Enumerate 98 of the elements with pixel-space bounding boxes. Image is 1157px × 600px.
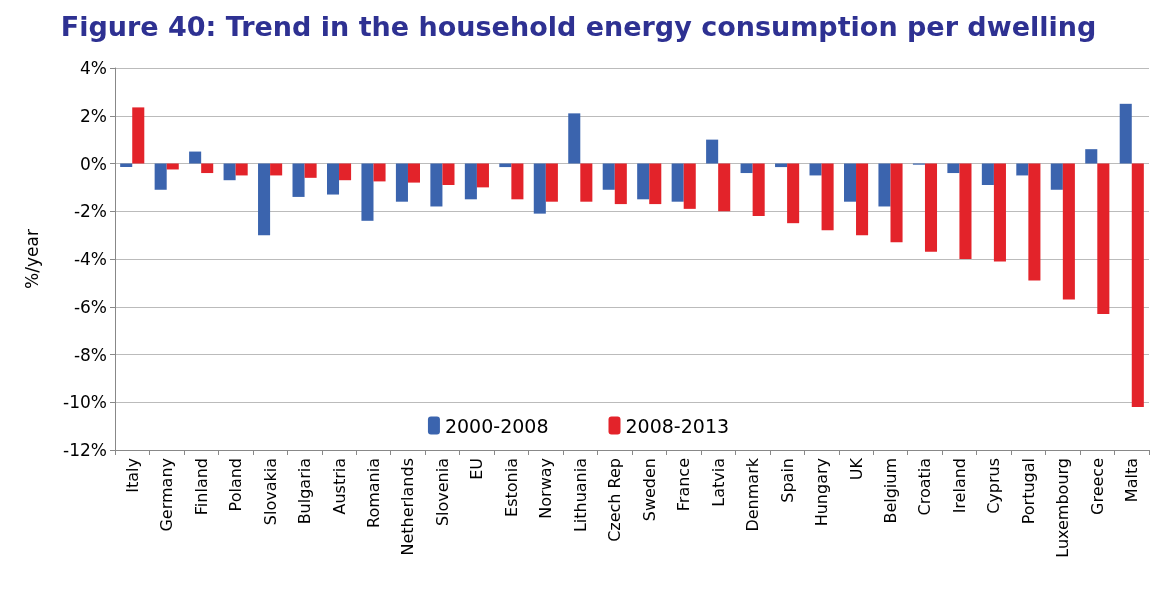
bar — [602, 163, 615, 190]
x-tick-label: Malta — [1122, 458, 1142, 503]
bar — [752, 163, 765, 217]
y-tick-label: 0% — [80, 153, 107, 174]
x-tick-label: Sweden — [639, 458, 659, 522]
x-tick-label: Romania — [364, 458, 383, 528]
x-tick-label: Poland — [226, 458, 246, 512]
bar — [270, 163, 283, 176]
bar — [292, 163, 305, 197]
bar — [132, 107, 145, 164]
bar — [361, 163, 374, 221]
x-tick-label: Czech Rep — [605, 458, 625, 542]
bar — [947, 163, 960, 174]
bar — [1028, 163, 1041, 281]
x-tick-label: Greece — [1087, 458, 1107, 515]
bar — [1016, 163, 1029, 176]
bar — [395, 163, 408, 202]
bar — [533, 163, 546, 214]
x-tick-label: Denmark — [743, 457, 763, 532]
y-tick-label: 4% — [80, 58, 107, 78]
bar — [993, 163, 1006, 262]
x-tick-label: Hungary — [812, 458, 832, 527]
bar — [1131, 163, 1144, 408]
bar — [326, 163, 340, 195]
x-tick-label: Croatia — [915, 458, 935, 516]
x-tick-label: Latvia — [708, 458, 728, 507]
y-tick-label: -2% — [73, 201, 107, 222]
x-tick-label: Portugal — [1018, 458, 1038, 525]
bar — [1050, 163, 1063, 190]
bar — [580, 163, 593, 202]
bar — [856, 163, 869, 236]
bar — [981, 163, 994, 185]
legend-label: 2008-2013 — [625, 414, 730, 437]
bar — [614, 163, 627, 205]
y-tick-label: -6% — [73, 296, 107, 317]
bar — [511, 163, 524, 200]
x-tick-label: Italy — [122, 458, 142, 493]
x-tick-label: Germany — [157, 458, 177, 532]
bar — [201, 163, 214, 174]
bar — [407, 163, 421, 183]
x-tick-label: Austria — [329, 458, 349, 515]
y-tick-label: -12% — [63, 440, 107, 460]
bar — [683, 163, 696, 209]
bar — [430, 163, 443, 207]
bar — [890, 163, 903, 243]
bar — [1085, 149, 1098, 164]
y-tick-label: -8% — [73, 344, 107, 365]
bar — [545, 163, 558, 202]
y-tick-label: 2% — [80, 105, 107, 126]
bar — [1062, 163, 1075, 300]
bar — [235, 163, 248, 176]
x-tick-label: Estonia — [501, 458, 521, 517]
bar — [258, 163, 271, 236]
bar — [154, 163, 167, 190]
bar — [476, 163, 489, 188]
x-tick-label: Spain — [777, 458, 797, 503]
bar — [649, 163, 662, 205]
bar — [442, 163, 455, 185]
bar — [637, 163, 650, 200]
bar — [464, 163, 477, 200]
x-tick-label: Netherlands — [398, 458, 418, 556]
bar — [821, 163, 834, 231]
bar — [1097, 163, 1110, 314]
x-tick-label: Norway — [536, 458, 556, 519]
legend-label: 2000-2008 — [444, 414, 549, 437]
y-axis-title: %/year — [21, 229, 42, 289]
bar — [787, 163, 800, 224]
y-tick-label: -10% — [63, 392, 107, 413]
x-tick-label: Slovakia — [260, 458, 280, 526]
bar — [223, 163, 236, 181]
bar — [304, 163, 317, 178]
bar — [843, 163, 857, 202]
y-tick-label: -4% — [73, 249, 107, 269]
bar — [339, 163, 352, 181]
bar — [809, 163, 822, 176]
x-tick-label: Ireland — [949, 458, 969, 514]
x-tick-label: Cyprus — [984, 458, 1004, 514]
bar — [373, 163, 386, 182]
x-tick-label: Belgium — [881, 458, 900, 524]
bar — [924, 163, 938, 252]
chart-title: Figure 40: Trend in the household energy consumption per dwelling — [60, 11, 1097, 42]
bar — [878, 163, 891, 207]
bar — [718, 163, 731, 212]
x-tick-label: Lithuania — [570, 458, 590, 533]
bar — [959, 163, 972, 259]
bar — [568, 113, 581, 164]
x-tick-label: Finland — [191, 458, 211, 516]
bar — [740, 163, 753, 174]
x-tick-label: Luxembourg — [1053, 458, 1073, 558]
x-tick-label: France — [674, 458, 694, 512]
x-tick-label: EU — [467, 458, 487, 480]
x-tick-label: UK — [846, 457, 866, 481]
bar — [189, 151, 202, 164]
x-tick-label: Slovenia — [432, 458, 452, 527]
bar — [671, 163, 684, 202]
bar — [706, 139, 719, 164]
bar — [1119, 103, 1132, 164]
x-tick-label: Bulgaria — [295, 458, 315, 525]
